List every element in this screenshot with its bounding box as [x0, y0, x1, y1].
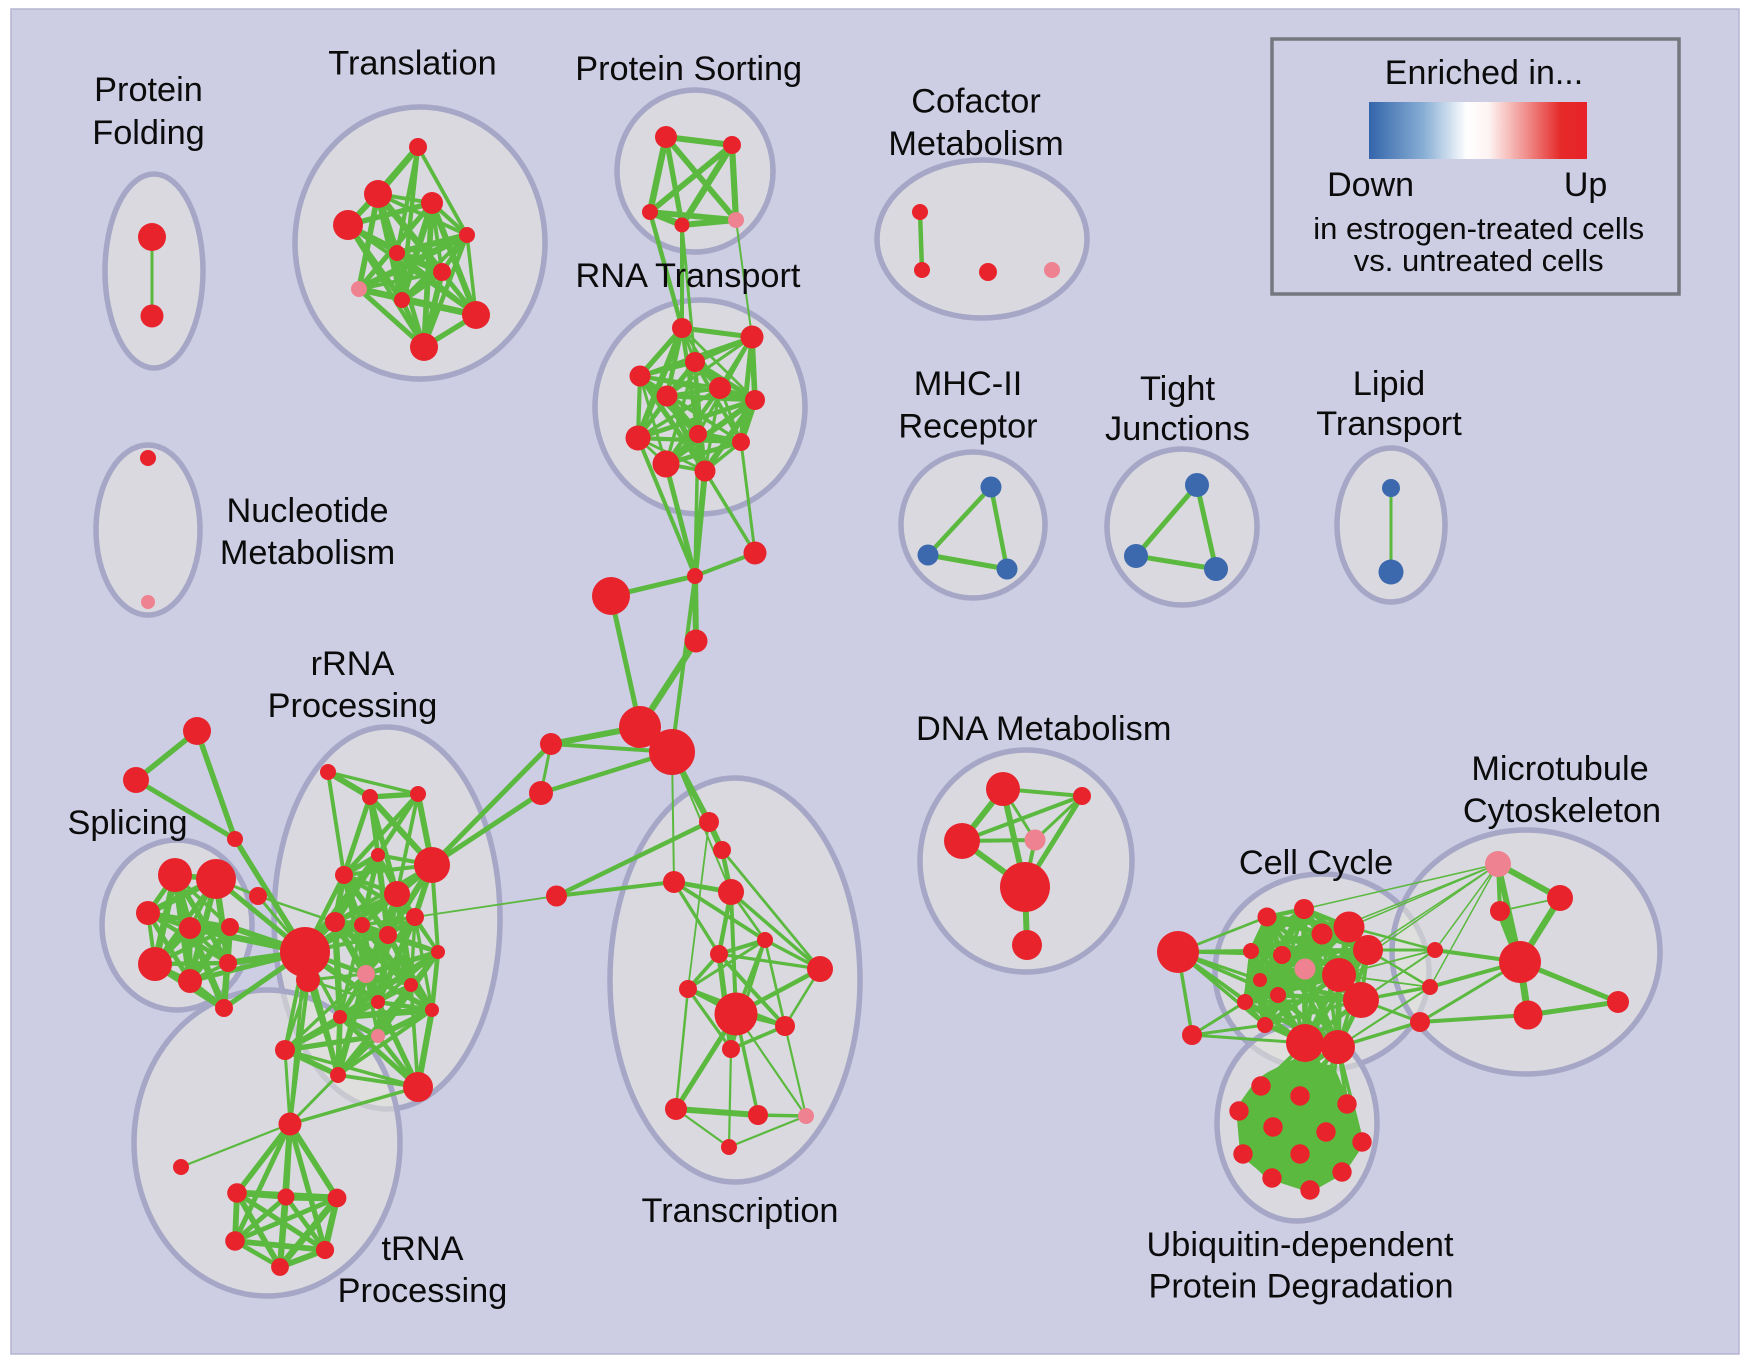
svg-text:Protein: Protein — [94, 71, 203, 109]
svg-text:Cell Cycle: Cell Cycle — [1239, 844, 1393, 882]
svg-text:Folding: Folding — [92, 114, 205, 152]
svg-text:Metabolism: Metabolism — [220, 534, 395, 572]
svg-text:Splicing: Splicing — [67, 804, 187, 842]
svg-text:vs. untreated cells: vs. untreated cells — [1354, 243, 1604, 278]
svg-text:Lipid: Lipid — [1353, 365, 1425, 403]
svg-text:Processing: Processing — [268, 687, 438, 725]
svg-text:Receptor: Receptor — [898, 408, 1037, 446]
svg-text:Transport: Transport — [1316, 405, 1462, 443]
svg-text:Metabolism: Metabolism — [888, 125, 1063, 163]
svg-text:rRNA: rRNA — [311, 645, 395, 683]
svg-text:Cofactor: Cofactor — [911, 83, 1041, 121]
svg-text:Transcription: Transcription — [642, 1192, 839, 1230]
svg-text:Enriched in...: Enriched in... — [1385, 54, 1583, 92]
svg-text:Protein Sorting: Protein Sorting — [575, 50, 802, 88]
svg-text:Tight: Tight — [1140, 370, 1215, 408]
svg-text:Protein Degradation: Protein Degradation — [1148, 1268, 1453, 1306]
svg-text:Nucleotide: Nucleotide — [226, 492, 388, 530]
svg-text:DNA Metabolism: DNA Metabolism — [916, 710, 1171, 748]
svg-text:Microtubule: Microtubule — [1471, 750, 1648, 788]
svg-text:tRNA: tRNA — [382, 1230, 464, 1268]
svg-text:Down: Down — [1327, 166, 1414, 204]
svg-text:Up: Up — [1564, 166, 1607, 204]
svg-text:Junctions: Junctions — [1105, 410, 1250, 448]
svg-text:in estrogen-treated cells: in estrogen-treated cells — [1313, 211, 1644, 246]
svg-text:MHC-II: MHC-II — [914, 365, 1023, 403]
svg-text:Cytoskeleton: Cytoskeleton — [1463, 792, 1661, 830]
svg-text:Translation: Translation — [328, 45, 496, 83]
svg-text:RNA Transport: RNA Transport — [576, 257, 801, 295]
svg-text:Ubiquitin-dependent: Ubiquitin-dependent — [1147, 1226, 1454, 1264]
svg-text:Processing: Processing — [338, 1272, 508, 1310]
